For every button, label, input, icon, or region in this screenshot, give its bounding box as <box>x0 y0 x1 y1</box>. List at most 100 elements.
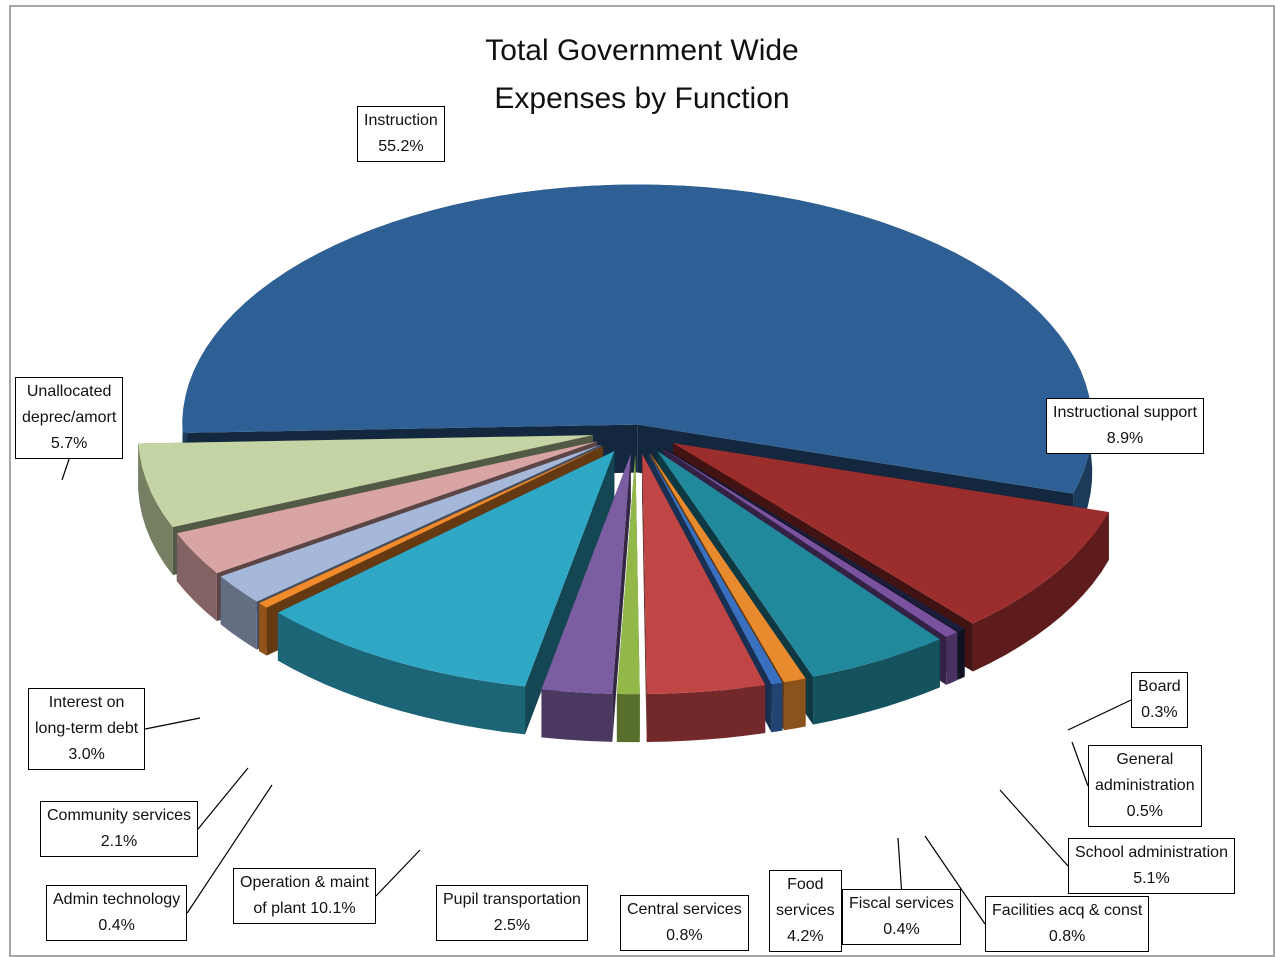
data-label-name-line: of plant 10.1% <box>253 900 356 917</box>
data-label-value: 8.9% <box>1106 430 1144 447</box>
leader-line <box>186 784 273 914</box>
slice-side-wall <box>642 453 647 742</box>
slice-top-face <box>664 448 965 632</box>
slice-top-face <box>648 453 783 685</box>
data-label-unallocated-deprec-amort: Unallocated deprec/amort 5.7% <box>15 377 124 459</box>
data-label-name-line: Operation & maint <box>240 874 369 891</box>
slice-outer-wall <box>277 612 526 735</box>
data-label-name-line: Pupil transportation <box>443 891 581 908</box>
chart-title-line-1: Total Government Wide <box>485 34 798 67</box>
data-label-central-services: Central services 0.8% <box>620 895 749 951</box>
slice-outer-wall <box>220 576 257 650</box>
data-label-name-line: Community services <box>47 807 192 824</box>
data-label-value: 5.7% <box>50 435 88 452</box>
slice-top-face <box>259 446 604 608</box>
leader-line <box>145 717 201 730</box>
slice-top-face <box>663 448 958 637</box>
data-label-name-line: Central services <box>627 901 742 918</box>
data-label-name-line: administration <box>1095 777 1195 794</box>
slice-top-face <box>650 452 806 683</box>
slice-top-face <box>541 454 631 694</box>
leader-lines <box>61 458 1132 925</box>
chart-title-line-2: Expenses by Function <box>494 82 789 115</box>
slice-outer-wall <box>783 678 806 731</box>
slice-top-face <box>616 454 640 695</box>
slice-top-face <box>277 451 615 687</box>
data-label-value: 0.3% <box>1141 704 1178 721</box>
pie-slice-operation-maint-of-plant <box>277 451 615 735</box>
slices-layer <box>138 184 1109 743</box>
slice-top-face <box>176 441 598 574</box>
data-label-name-line: Instructional support <box>1053 404 1198 421</box>
data-label-value: 0.4% <box>883 921 920 938</box>
leader-line <box>924 835 986 925</box>
slice-outer-wall <box>813 639 940 725</box>
slice-top-face <box>138 435 594 528</box>
data-label-value: 0.4% <box>98 917 135 934</box>
data-label-name-line: School administration <box>1075 844 1228 861</box>
data-label-name-line: deprec/amort <box>22 409 117 426</box>
slice-top-face <box>657 451 940 677</box>
data-label-value: 4.2% <box>787 928 824 945</box>
data-label-name-line: Facilities acq & const <box>992 902 1143 919</box>
slice-top-face <box>182 184 1093 494</box>
data-label-name-line: Interest on <box>48 694 125 711</box>
data-label-admin-technology: Admin technology 0.4% <box>46 885 188 941</box>
data-label-name-line: Instruction <box>364 112 438 129</box>
slice-outer-wall <box>259 603 267 656</box>
data-label-name-line: Food <box>787 876 824 893</box>
leader-line <box>999 789 1069 867</box>
data-label-food-services: Food services 4.2% <box>769 870 842 952</box>
slice-side-wall <box>525 451 615 735</box>
data-label-name-line: Board <box>1138 678 1181 695</box>
data-label-value: 55.2% <box>378 138 424 155</box>
slice-outer-wall <box>972 512 1109 672</box>
data-label-instructional-support: Instructional support 8.9% <box>1046 398 1205 454</box>
slice-outer-wall <box>771 682 783 733</box>
data-label-pupil-transportation: Pupil transportation 2.5% <box>436 885 588 941</box>
data-label-instruction: Instruction 55.2% <box>357 106 445 162</box>
slice-outer-wall <box>646 685 766 742</box>
slice-outer-wall <box>958 628 965 680</box>
leader-line <box>1067 699 1132 731</box>
pie-slice-pupil-transportation <box>541 454 631 742</box>
data-label-name-line: services <box>776 902 835 919</box>
leader-line <box>375 849 421 897</box>
data-label-value: 3.0% <box>68 746 105 763</box>
slice-top-face <box>220 444 601 602</box>
slice-outer-wall <box>176 533 217 622</box>
data-label-operation-maint-of-plant: Operation & maint of plant 10.1% <box>233 868 376 924</box>
data-label-interest-on-long-term-debt: Interest on long-term debt 3.0% <box>28 688 146 770</box>
data-label-value: 0.5% <box>1126 803 1164 820</box>
data-label-value: 0.8% <box>666 927 703 944</box>
data-label-name-line: Unallocated <box>26 383 112 400</box>
data-label-name-line: Admin technology <box>53 891 181 908</box>
data-label-name-line: General <box>1116 751 1174 768</box>
data-label-name-line: long-term debt <box>35 720 139 737</box>
data-label-value: 0.8% <box>1048 928 1086 945</box>
slice-side-wall <box>612 454 631 742</box>
pie-slice-food-services <box>642 453 766 742</box>
slice-top-face <box>642 453 766 694</box>
data-label-name-line: Fiscal services <box>849 895 954 912</box>
slice-outer-wall <box>541 689 613 742</box>
data-label-fiscal-services: Fiscal services 0.4% <box>842 889 961 945</box>
leader-line <box>897 837 903 890</box>
pie-slice-central-services <box>616 454 640 743</box>
slice-outer-wall <box>138 443 173 576</box>
data-label-value: 5.1% <box>1133 870 1170 887</box>
slice-outer-wall <box>616 694 640 743</box>
data-label-board: Board 0.3% <box>1131 672 1188 728</box>
slice-outer-wall <box>946 632 958 685</box>
data-label-general-administration: General administration 0.5% <box>1088 745 1202 827</box>
slice-top-face <box>673 443 1109 624</box>
leader-line <box>61 458 70 481</box>
data-label-school-administration: School administration 5.1% <box>1068 838 1235 894</box>
data-label-value: 2.1% <box>100 833 138 850</box>
data-label-value: 2.5% <box>493 917 531 934</box>
leader-line <box>1071 741 1089 787</box>
data-label-facilities-acq-const: Facilities acq & const 0.8% <box>985 896 1150 952</box>
data-label-community-services: Community services 2.1% <box>40 801 199 857</box>
